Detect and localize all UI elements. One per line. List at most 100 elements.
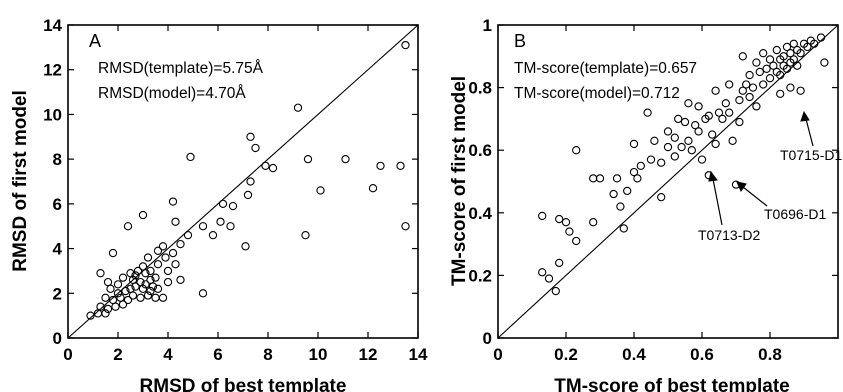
panel-b-x-tick-label: 0.2 [554, 345, 578, 364]
panel-b-data-point [721, 99, 730, 108]
panel-b-data-point [612, 174, 622, 183]
panel-b-data-point [820, 58, 829, 67]
panel-a-x-tick-label: 14 [409, 345, 428, 364]
panel-b-data-point [711, 86, 720, 95]
panel-a-data-point [101, 309, 110, 318]
panel-b-data-point [680, 117, 690, 127]
panel-a-y-tick-label: 14 [43, 16, 62, 35]
panel-b-data-point [646, 155, 656, 164]
panel-a-ticks: 0 2 4 6 8 10 12 14 0 2 4 6 8 10 12 14 [43, 16, 428, 364]
panel-a-data-point [151, 273, 160, 282]
panel-b-data-point [742, 80, 751, 89]
panel-a-data-point [133, 266, 143, 276]
panel-b-data-point [738, 52, 747, 61]
panel-a-data-point [146, 286, 155, 296]
panel-a-data-point [176, 239, 185, 249]
panel-a-data-point [301, 231, 310, 240]
panel-a-points [86, 40, 410, 320]
panel-b-data-point [616, 202, 625, 211]
panel-b-data-point [738, 86, 747, 95]
panel-a-model-rmsd: RMSD(model)=4.70Å [98, 85, 246, 102]
panel-b-template-tm-score: TM-score(template)=0.657 [514, 60, 697, 77]
panel-b-data-point [759, 80, 768, 89]
panel-a-data-point [186, 152, 195, 162]
panel-a-data-point [106, 284, 115, 293]
panel-a-data-point [136, 293, 145, 302]
panel-a-data-point [123, 295, 133, 305]
panel-b-callouts: T0715-D1 T0696-D1 T0713-D2 [698, 110, 842, 243]
panel-a-x-tick-label: 6 [213, 345, 222, 364]
panel-b-data-point [555, 258, 564, 268]
callout-t0713-arrowhead [708, 170, 718, 182]
panel-b-data-point [670, 133, 679, 142]
panel-b-data-point [782, 42, 792, 52]
callout-t0715-arrow-line [805, 118, 814, 147]
panel-a-data-point [198, 222, 208, 231]
panel-a-data-point [243, 190, 253, 200]
panel-a-data-point [171, 217, 180, 226]
panel-b-data-point [694, 127, 703, 136]
panel-b-data-point [657, 158, 666, 167]
panel-b-data-point [796, 49, 805, 58]
panel-b-data-point [650, 136, 659, 145]
panel-a-data-point [118, 300, 128, 309]
panel-a-data-point [103, 277, 113, 287]
panel-a-data-point [208, 231, 218, 240]
panel-b-data-point [619, 224, 628, 233]
panel-b-data-point [708, 130, 717, 139]
panel-b-data-point [725, 80, 734, 89]
panel-a-data-point [153, 246, 163, 255]
panel-b-data-point [555, 214, 564, 224]
panel-a-data-point [163, 277, 173, 287]
panel-a-data-point [241, 242, 250, 251]
panel-a-data-point [163, 266, 173, 276]
panel-b-y-tick-label: 0 [483, 329, 492, 348]
panel-a-data-point [103, 304, 113, 314]
panel-a-data-point [118, 273, 128, 282]
panel-a-data-point [216, 217, 225, 226]
panel-b-data-point [629, 139, 639, 149]
panel-a-data-point [111, 302, 120, 311]
panel-a-data-point [146, 266, 155, 276]
panel-b-data-point [538, 268, 547, 277]
panel-a-data-point [143, 253, 153, 262]
panel-a-data-point [268, 163, 278, 173]
panel-a-data-point [153, 284, 163, 293]
panel-a-data-point [251, 143, 260, 153]
panel-b-data-point [714, 108, 724, 117]
panel-b-data-point [572, 236, 581, 246]
panel-b-data-point [674, 114, 683, 124]
panel-b-data-point [595, 174, 605, 183]
panel-b-data-point [769, 61, 778, 70]
panel-b-data-point [803, 42, 812, 52]
panel-a-data-point [401, 222, 410, 231]
panel-b-data-point [759, 49, 768, 58]
panel-a-data-point [176, 275, 185, 285]
panel-a-y-axis-title: RMSD of first model [10, 90, 31, 272]
panel-a-data-point [171, 260, 180, 269]
panel-a-data-point [143, 291, 153, 300]
panel-b-y-tick-label: 0.8 [468, 79, 492, 98]
panel-a-data-point [131, 282, 140, 291]
panel-a-data-point [168, 248, 178, 258]
panel-b-data-point [609, 189, 618, 199]
callout-t0715-arrowhead [800, 110, 810, 122]
panel-b-model-tm-score: TM-score(model)=0.712 [514, 85, 680, 102]
panel-a-data-point [86, 311, 95, 320]
panel-a-data-point [303, 154, 313, 164]
panel-a-y-tick-label: 10 [43, 105, 62, 124]
panel-a-template-rmsd: RMSD(template)=5.75Å [98, 60, 264, 77]
panel-a-data-point [146, 275, 155, 285]
panel-a-diagonal-line [67, 24, 419, 339]
panel-b-data-point [589, 174, 598, 183]
panel-a-data-point [123, 222, 133, 231]
panel-b-data-point [745, 92, 754, 102]
panel-b-data-point [810, 39, 819, 48]
panel-b-data-point [752, 58, 761, 67]
panel-b-data-point [786, 83, 795, 92]
panel-a-y-tick-label: 6 [53, 195, 62, 214]
panel-a-x-tick-label: 0 [63, 345, 72, 364]
panel-b-data-point [718, 114, 727, 124]
panel-a-data-point [113, 289, 123, 298]
panel-a-data-point [183, 231, 193, 240]
